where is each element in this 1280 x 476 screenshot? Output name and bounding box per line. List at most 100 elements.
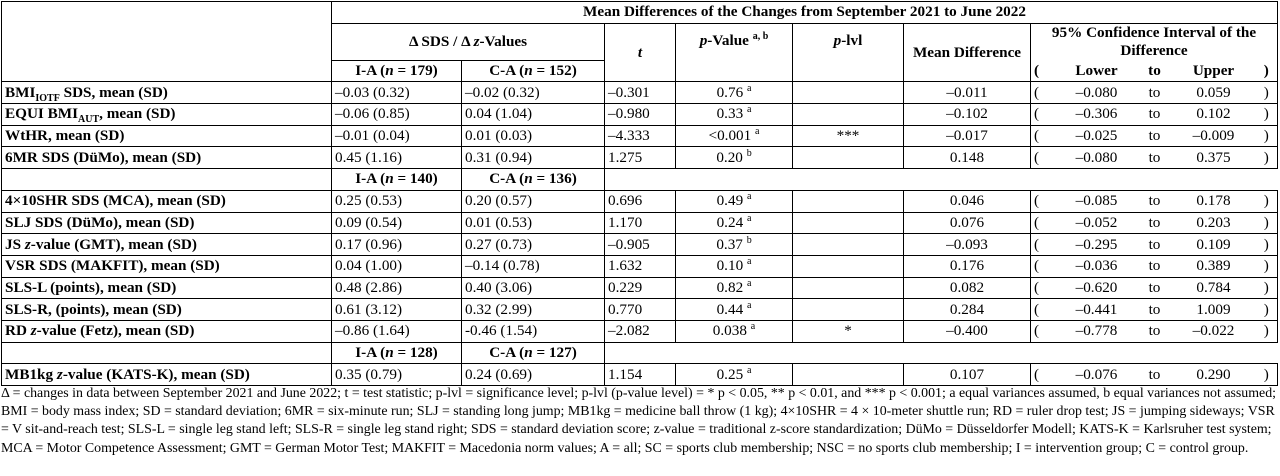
ci-upper-header: Upper: [1171, 60, 1256, 83]
ia-value: 0.35 (0.79): [331, 363, 462, 386]
ci-header: 95% Confidence Interval of the Differenc…: [1030, 23, 1278, 61]
row-label: 4×10SHR SDS (MCA), mean (SD): [1, 190, 332, 213]
ci-open-paren: (: [1030, 125, 1056, 148]
p-value: 0.20 b: [675, 146, 793, 170]
t-value: –2.082: [604, 320, 676, 343]
p-value: 0.37 b: [675, 233, 793, 256]
table-row: MB1kg z-value (KATS-K), mean (SD) 0.35 (…: [1, 363, 1278, 386]
ci-close-paren: ): [1255, 146, 1278, 170]
p-lvl: [792, 190, 904, 213]
ci-lower: –0.295: [1055, 233, 1138, 256]
t-value: 1.154: [604, 363, 676, 386]
ca-value: –0.02 (0.32): [461, 81, 605, 105]
ci-close-paren: ): [1255, 363, 1278, 386]
t-value: –0.301: [604, 81, 676, 105]
p-value: 0.10 a: [675, 255, 793, 278]
group-header-blank: [604, 342, 1278, 365]
group-ia-label: I-A (n = 140): [331, 168, 462, 191]
ci-close-paren: ): [1255, 103, 1278, 126]
ci-upper: 0.389: [1171, 255, 1256, 278]
mean-diff: –0.017: [903, 125, 1031, 148]
ci-upper: –0.009: [1171, 125, 1256, 148]
mean-diff: –0.102: [903, 103, 1031, 126]
table-row: EQUI BMIAUT, mean (SD) –0.06 (0.85) 0.04…: [1, 103, 1278, 126]
row-label: JS z-value (GMT), mean (SD): [1, 233, 332, 256]
ci-close-paren: ): [1255, 233, 1278, 256]
table-row: 6MR SDS (DüMo), mean (SD) 0.45 (1.16) 0.…: [1, 146, 1278, 170]
group-header-row: I-A (n = 140) C-A (n = 136): [1, 168, 1278, 191]
ci-lower: –0.080: [1055, 146, 1138, 170]
table-row: BMIIOTF SDS, mean (SD) –0.03 (0.32) –0.0…: [1, 81, 1278, 105]
row-label: EQUI BMIAUT, mean (SD): [1, 103, 332, 126]
row-label: SLS-L (points), mean (SD): [1, 277, 332, 300]
ci-open-paren: (: [1030, 81, 1056, 105]
row-label: 6MR SDS (DüMo), mean (SD): [1, 146, 332, 170]
header-row-1: Mean Differences of the Changes from Sep…: [1, 0, 1278, 83]
ci-to: to: [1137, 125, 1172, 148]
row-label: SLJ SDS (DüMo), mean (SD): [1, 212, 332, 235]
ci-lower: –0.052: [1055, 212, 1138, 235]
table-row: 4×10SHR SDS (MCA), mean (SD) 0.25 (0.53)…: [1, 190, 1278, 213]
mean-diff: 0.046: [903, 190, 1031, 213]
t-value: –0.980: [604, 103, 676, 126]
ci-upper: 0.784: [1171, 277, 1256, 300]
group-ca-label: C-A (n = 152): [461, 59, 605, 83]
ca-value: 0.40 (3.06): [461, 277, 605, 300]
ci-to: to: [1137, 277, 1172, 300]
mean-diff: –0.093: [903, 233, 1031, 256]
ci-lower: –0.085: [1055, 190, 1138, 213]
t-value: 0.770: [604, 298, 676, 321]
group-ca-label: C-A (n = 136): [461, 168, 605, 191]
group-header-row: I-A (n = 128) C-A (n = 127): [1, 342, 1278, 365]
delta-header: Δ SDS / Δ z-Values: [331, 23, 605, 61]
table-row: SLJ SDS (DüMo), mean (SD) 0.09 (0.54) 0.…: [1, 212, 1278, 235]
table-row: JS z-value (GMT), mean (SD) 0.17 (0.96) …: [1, 233, 1278, 256]
t-value: 1.632: [604, 255, 676, 278]
p-value: 0.25 a: [675, 363, 793, 386]
ca-value: 0.20 (0.57): [461, 190, 605, 213]
ia-value: 0.17 (0.96): [331, 233, 462, 256]
p-value: 0.76 a: [675, 81, 793, 105]
ca-value: –0.14 (0.78): [461, 255, 605, 278]
group-ia-label: I-A (n = 128): [331, 342, 462, 365]
group-header-empty: [1, 342, 332, 365]
ia-value: 0.25 (0.53): [331, 190, 462, 213]
ci-lower: –0.036: [1055, 255, 1138, 278]
header-row-3: I-A (n = 179) C-A (n = 152) ( Lower to U…: [2, 59, 1278, 83]
ia-value: –0.06 (0.85): [331, 103, 462, 126]
p-lvl: [792, 255, 904, 278]
ci-to: to: [1137, 298, 1172, 321]
row-label: BMIIOTF SDS, mean (SD): [1, 81, 332, 105]
ia-value: –0.86 (1.64): [331, 320, 462, 343]
ci-upper: 0.178: [1171, 190, 1256, 213]
ci-open-paren: (: [1030, 320, 1056, 343]
row-label: WtHR, mean (SD): [1, 125, 332, 148]
ca-value: 0.32 (2.99): [461, 298, 605, 321]
ci-open-paren: (: [1030, 212, 1056, 235]
ci-upper: 1.009: [1171, 298, 1256, 321]
mean-diff: –0.011: [903, 81, 1031, 105]
mean-diff: 0.076: [903, 212, 1031, 235]
ci-to-header: to: [1137, 60, 1172, 83]
t-value: –0.905: [604, 233, 676, 256]
ci-lower: –0.778: [1055, 320, 1138, 343]
mean-diff-header: Mean Difference: [903, 23, 1031, 83]
ia-value: 0.45 (1.16): [331, 146, 462, 170]
t-value: –4.333: [604, 125, 676, 148]
ci-close-paren: ): [1255, 255, 1278, 278]
ci-open-paren: (: [1030, 255, 1056, 278]
row-label: RD z-value (Fetz), mean (SD): [1, 320, 332, 343]
ci-upper: 0.059: [1171, 81, 1256, 105]
table-title: Mean Differences of the Changes from Sep…: [331, 1, 1278, 24]
t-value: 1.275: [604, 146, 676, 170]
p-lvl: [792, 298, 904, 321]
ci-close-paren: ): [1255, 125, 1278, 148]
ca-value: 0.24 (0.69): [461, 363, 605, 386]
p-value: 0.24 a: [675, 212, 793, 235]
p-lvl: [792, 212, 904, 235]
ci-close-paren: ): [1255, 298, 1278, 321]
row-label: MB1kg z-value (KATS-K), mean (SD): [1, 363, 332, 386]
ci-upper: 0.375: [1171, 146, 1256, 170]
header-empty-cell: [1, 0, 332, 83]
